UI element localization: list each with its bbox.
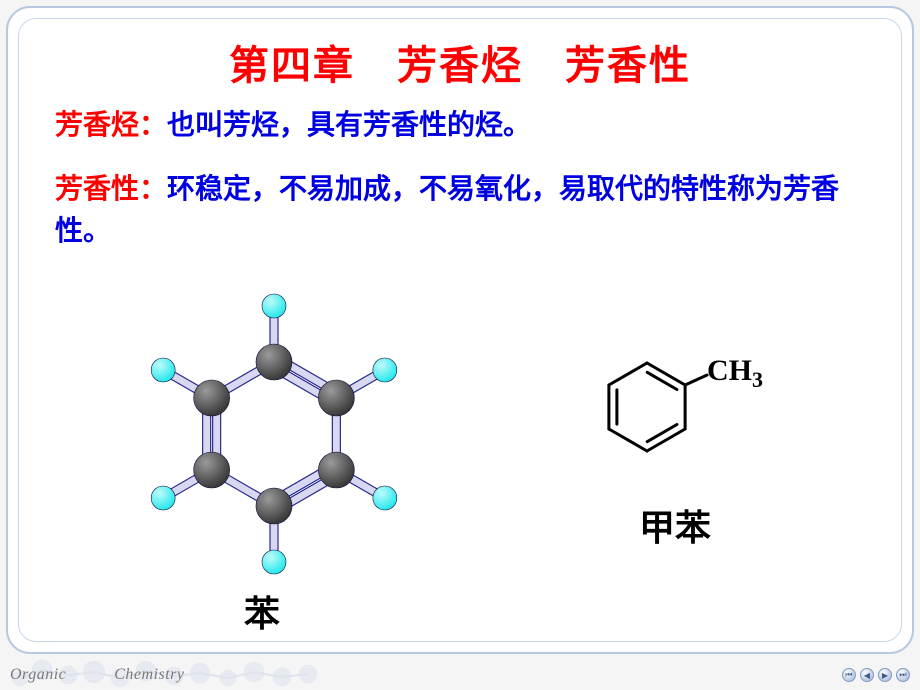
molecule-area: 苯 CH3 甲苯 [19,269,901,641]
definition-aromaticity: 芳香性：环稳定，不易加成，不易氧化，易取代的特性称为芳香性。 [55,169,865,253]
footer-text: Organic Chemistry [10,666,185,684]
nav-buttons: ⏮ ◀ ▶ ⏭ [842,668,910,682]
nav-prev-button[interactable]: ◀ [860,668,874,682]
slide-inner-frame: 第四章 芳香烃 芳香性 芳香烃：也叫芳烃，具有芳香性的烃。 芳香性：环稳定，不易… [18,18,902,642]
ch3-text: CH [707,354,752,387]
nav-next-button[interactable]: ▶ [878,668,892,682]
toluene-structure: CH3 [579,347,859,557]
toluene-label: 甲苯 [639,499,711,551]
body-aromaticity: 环稳定，不易加成，不易氧化，易取代的特性称为芳香性。 [55,174,839,247]
term-aromaticity: 芳香性： [55,174,167,205]
footer-left: Organic [10,666,66,683]
ch3-label: CH3 [707,354,763,393]
nav-first-button[interactable]: ⏮ [842,668,856,682]
definition-aromatic-hydrocarbon: 芳香烃：也叫芳烃，具有芳香性的烃。 [55,105,865,147]
nav-last-button[interactable]: ⏭ [896,668,910,682]
chapter-title: 第四章 芳香烃 芳香性 [19,33,901,91]
benzene-3d-model [134,289,414,569]
ch3-subscript: 3 [752,367,763,392]
term-aromatic-hydrocarbon: 芳香烃： [55,110,167,141]
slide-outer-frame: 第四章 芳香烃 芳香性 芳香烃：也叫芳烃，具有芳香性的烃。 芳香性：环稳定，不易… [6,6,914,654]
footer-right: Chemistry [114,666,184,683]
body-aromatic-hydrocarbon: 也叫芳烃，具有芳香性的烃。 [167,110,531,141]
